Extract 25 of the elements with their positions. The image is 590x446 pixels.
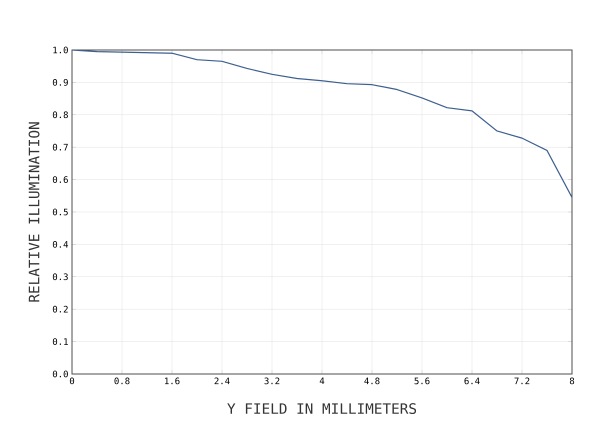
y-axis-title: RELATIVE ILLUMINATION [28, 122, 40, 302]
x-tick-label: 8 [570, 378, 574, 384]
x-tick-label: 7.2 [514, 378, 530, 384]
y-tick-label: 0.9 [52, 78, 68, 86]
line-series [72, 50, 572, 198]
y-tick-label: 0.4 [52, 240, 68, 248]
y-tick-label: 0.2 [52, 306, 68, 313]
y-tick-label: 0.8 [52, 111, 68, 118]
x-axis-title: Y FIELD IN MILLIMETERS [227, 403, 416, 414]
x-tick-label: 6.4 [464, 378, 480, 384]
x-tick-label: 1.6 [164, 378, 180, 384]
x-tick-label: 4.8 [364, 378, 380, 384]
x-tick-label: 0 [70, 378, 74, 384]
y-tick-label: 1.0 [53, 46, 68, 54]
y-tick-label: 0.5 [52, 208, 68, 216]
y-tick-label: 0.6 [52, 176, 68, 183]
y-tick-label: 0.0 [52, 370, 68, 378]
y-tick-label: 0.7 [52, 144, 68, 151]
x-tick-label: 4 [320, 378, 324, 384]
x-tick-label: 0.8 [114, 378, 130, 384]
y-tick-label: 0.1 [52, 338, 68, 345]
y-tick-label: 0.3 [52, 273, 68, 280]
x-tick-label: 3.2 [264, 378, 280, 384]
x-tick-label: 2.4 [214, 378, 230, 384]
x-tick-label: 5.6 [414, 378, 430, 384]
